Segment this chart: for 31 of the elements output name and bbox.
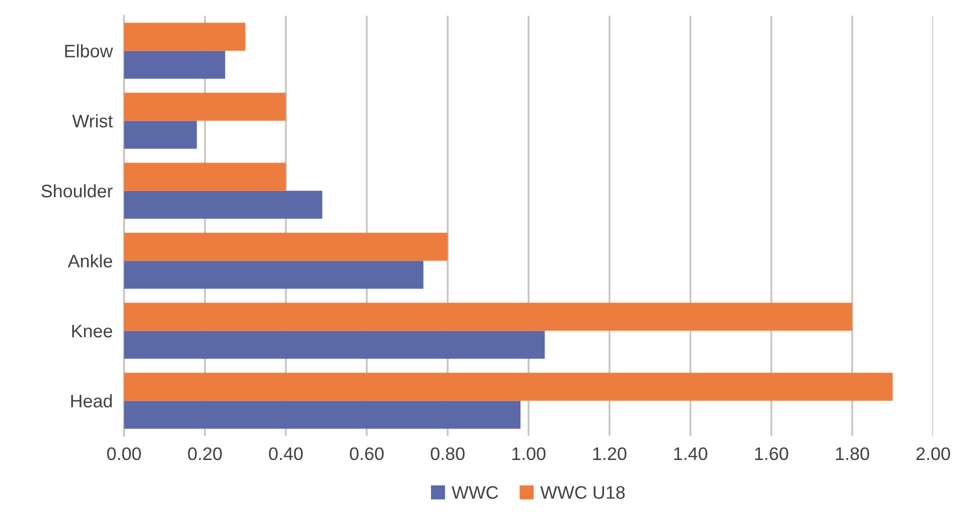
bar bbox=[124, 22, 246, 51]
bar bbox=[124, 120, 197, 149]
x-tick-label: 1.00 bbox=[512, 447, 546, 460]
x-tick-label: 1.80 bbox=[836, 447, 870, 460]
x-tick-label: 1.60 bbox=[755, 447, 788, 460]
x-tick-label: 0.40 bbox=[268, 447, 303, 460]
bar bbox=[124, 400, 520, 429]
bar bbox=[124, 372, 893, 401]
bar bbox=[124, 302, 852, 331]
y-tick-label: Head bbox=[71, 394, 112, 408]
legend-label: WWC U18 bbox=[540, 486, 625, 499]
y-tick-label: Elbow bbox=[65, 44, 113, 58]
bar bbox=[124, 50, 226, 79]
y-tick-label: Ankle bbox=[68, 254, 112, 268]
y-tick-label: Shoulder bbox=[41, 184, 113, 198]
x-tick-label: 0.80 bbox=[430, 447, 465, 460]
x-tick-label: 1.20 bbox=[593, 447, 626, 460]
bar bbox=[124, 162, 286, 191]
x-tick-label: 0.20 bbox=[188, 447, 222, 460]
legend-label: WWC bbox=[452, 486, 498, 499]
x-tick-label: 1.40 bbox=[674, 447, 708, 460]
y-tick-label: Wrist bbox=[72, 114, 113, 128]
bar bbox=[124, 232, 448, 261]
bar bbox=[124, 190, 322, 219]
bar bbox=[124, 330, 545, 359]
bar bbox=[124, 92, 286, 121]
bar bbox=[124, 260, 424, 289]
x-tick-label: 0.60 bbox=[350, 447, 384, 460]
x-tick-label: 2.00 bbox=[916, 447, 950, 460]
x-tick-label: 0.00 bbox=[107, 447, 141, 460]
y-tick-label: Knee bbox=[72, 324, 112, 338]
